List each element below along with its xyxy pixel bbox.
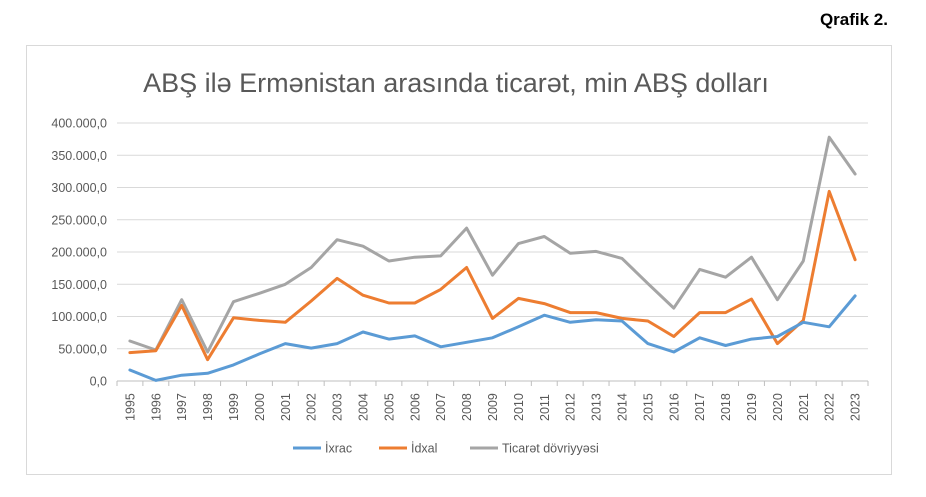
x-tick-label: 2009: [486, 393, 500, 421]
x-tick-label: 2016: [667, 393, 681, 421]
gridlines: [117, 122, 868, 382]
x-tick-label: 2017: [693, 393, 707, 421]
x-tick-label: 1996: [149, 393, 163, 421]
y-tick-label: 400.000,0: [51, 117, 107, 131]
legend-label: Ticarət dövriyyəsi: [502, 442, 599, 456]
x-tick-label: 1995: [123, 393, 137, 421]
x-tick-label: 2001: [279, 393, 293, 421]
x-tick-label: 2021: [797, 393, 811, 421]
y-tick-label: 50.000,0: [58, 342, 107, 356]
x-tick-label: 2023: [849, 393, 863, 421]
y-tick-label: 300.000,0: [51, 181, 107, 195]
series-lines: [128, 135, 857, 382]
y-axis-ticks: 0,0 50.000,0 100.000,0 150.000,0 200.000,0 25…: [51, 117, 107, 389]
y-tick-label: 100.000,0: [51, 310, 107, 324]
x-tick-label: 2003: [331, 393, 345, 421]
x-tick-label: 2002: [305, 393, 319, 421]
x-tick-label: 2006: [408, 393, 422, 421]
line-chart: ABŞ ilə Ermənistan arasında ticarət, min…: [51, 68, 869, 456]
y-tick-label: 350.000,0: [51, 149, 107, 163]
x-tick-label: 2022: [823, 393, 837, 421]
legend-label: İxrac: [325, 442, 352, 456]
x-tick-label: 2010: [512, 393, 526, 421]
series-line-2: [128, 189, 857, 362]
x-tick-label: 2007: [434, 393, 448, 421]
legend: İxrac İdxal Ticarət dövriyyəsi: [293, 442, 599, 456]
x-tick-label: 2018: [719, 393, 733, 421]
y-tick-label: 150.000,0: [51, 278, 107, 292]
x-tick-label: 2014: [615, 393, 629, 421]
series-line-1: [128, 294, 857, 382]
x-tick-label: 1999: [227, 393, 241, 421]
x-tick-label: 2004: [357, 393, 371, 421]
x-tick-label: 2020: [771, 393, 785, 421]
x-tick-label: 2005: [382, 393, 396, 421]
x-tick-label: 2011: [538, 394, 552, 421]
series-line-3: [128, 135, 857, 354]
y-tick-label: 250.000,0: [51, 213, 107, 227]
chart-title: ABŞ ilə Ermənistan arasında ticarət, min…: [143, 68, 769, 98]
chart-area: ABŞ ilə Ermənistan arasında ticarət, min…: [26, 45, 892, 475]
x-tick-label: 2015: [641, 393, 655, 421]
x-tick-label: 1997: [175, 393, 189, 421]
y-tick-label: 200.000,0: [51, 246, 107, 260]
y-tick-label: 0,0: [90, 375, 107, 389]
figure-caption: Qrafik 2.: [819, 10, 888, 29]
legend-label: İdxal: [411, 442, 437, 456]
x-tick-label: 2008: [460, 393, 474, 421]
x-tick-label: 2013: [590, 393, 604, 421]
x-tick-label: 2019: [745, 393, 759, 421]
x-tick-label: 2012: [564, 393, 578, 421]
x-axis-ticks: 1995 1996 1997 1998 1999 2000 2001 2002 2003 2004…: [116, 381, 869, 421]
x-tick-label: 2000: [253, 393, 267, 421]
x-tick-label: 1998: [201, 393, 215, 421]
